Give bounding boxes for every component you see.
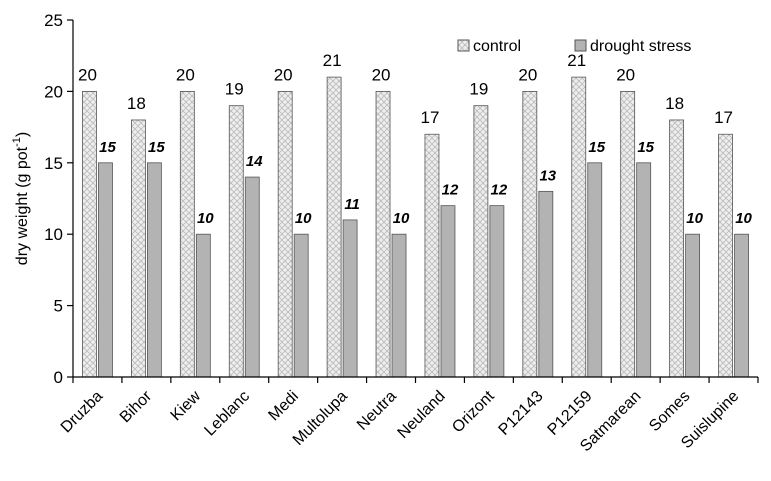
x-category-label: Druzba <box>58 388 107 437</box>
x-category-label: P12143 <box>496 388 547 439</box>
data-label-control: 20 <box>78 65 97 84</box>
bar-control <box>277 91 293 378</box>
legend-swatch-control <box>457 39 470 52</box>
y-axis-title-main: dry weight (g pot <box>14 146 31 265</box>
bar-drought-stress <box>636 162 652 378</box>
value-labels-layer: 20 15 18 15 20 10 19 14 20 10 21 11 20 10 17 12 19 12 20 13… <box>78 51 753 227</box>
bar-control <box>228 105 244 378</box>
bar-control <box>424 133 440 378</box>
x-category-label: Medi <box>265 388 302 425</box>
x-category-label: Leblanc <box>201 388 253 440</box>
legend-label-control: control <box>473 38 521 55</box>
bar-control <box>473 105 489 378</box>
y-tick-label: 0 <box>54 368 63 387</box>
data-label-drought-stress: 10 <box>393 210 410 227</box>
y-tick-label: 5 <box>54 297 63 316</box>
bar-control <box>375 91 391 378</box>
bar-control <box>718 133 733 378</box>
bar-drought-stress <box>244 176 260 378</box>
bar-drought-stress <box>293 233 309 378</box>
bar-control <box>522 91 538 378</box>
x-category-label: Neuland <box>395 388 449 442</box>
y-axis-title-superscript: -1 <box>11 137 23 147</box>
data-label-control: 20 <box>274 65 293 84</box>
bar-drought-stress <box>195 233 211 378</box>
x-category-label: Kiew <box>168 387 205 424</box>
data-label-control: 17 <box>421 108 440 127</box>
bar-control <box>82 91 97 378</box>
data-label-control: 20 <box>372 65 391 84</box>
x-category-label: Somes <box>646 388 693 435</box>
y-ticks: 0 5 10 15 20 25 <box>44 11 73 387</box>
bar-control <box>130 119 146 378</box>
x-category-label: Bihor <box>117 387 156 426</box>
data-label-control: 17 <box>714 108 733 127</box>
bars-layer <box>82 76 749 378</box>
bar-control <box>669 119 685 378</box>
bar-drought-stress <box>685 233 701 378</box>
y-axis-title-close: ) <box>14 132 31 137</box>
y-axis-title: dry weight (g pot-1) <box>11 132 31 265</box>
x-category-label: Orizont <box>449 387 498 436</box>
bar-drought-stress <box>440 205 456 378</box>
data-label-drought-stress: 10 <box>197 210 214 227</box>
data-label-control: 21 <box>323 51 342 70</box>
data-label-drought-stress: 10 <box>686 210 703 227</box>
bar-drought-stress <box>489 205 505 378</box>
data-label-drought-stress: 12 <box>442 182 459 199</box>
legend-swatch-drought-stress <box>574 39 587 52</box>
data-label-drought-stress: 13 <box>539 167 556 184</box>
data-label-control: 19 <box>469 80 488 99</box>
bar-control <box>179 91 195 378</box>
data-label-drought-stress: 15 <box>148 139 165 156</box>
data-label-drought-stress: 10 <box>295 210 312 227</box>
data-label-drought-stress: 12 <box>491 182 508 199</box>
bar-drought-stress <box>342 219 358 378</box>
y-tick-label: 10 <box>44 225 63 244</box>
data-label-control: 19 <box>225 80 244 99</box>
bar-drought-stress <box>98 162 113 378</box>
bar-control <box>326 76 342 378</box>
legend-label-drought-stress: drought stress <box>590 38 691 55</box>
bar-drought-stress <box>391 233 407 378</box>
data-label-drought-stress: 14 <box>246 153 263 170</box>
data-label-drought-stress: 10 <box>735 210 752 227</box>
y-tick-label: 15 <box>44 154 63 173</box>
data-label-drought-stress: 15 <box>637 139 654 156</box>
bar-control <box>571 76 587 378</box>
data-label-control: 20 <box>616 65 635 84</box>
bar-drought-stress <box>734 233 749 378</box>
bar-drought-stress <box>538 190 554 378</box>
bar-drought-stress <box>587 162 603 378</box>
data-label-drought-stress: 11 <box>344 196 360 213</box>
x-category-label: Neutra <box>354 388 400 434</box>
data-label-control: 21 <box>567 51 586 70</box>
data-label-control: 20 <box>176 65 195 84</box>
data-label-control: 20 <box>518 65 537 84</box>
y-tick-label: 20 <box>44 82 63 101</box>
legend: control drought stress <box>457 38 691 55</box>
data-label-control: 18 <box>127 94 146 113</box>
data-label-drought-stress: 15 <box>99 139 116 156</box>
y-tick-label: 25 <box>44 11 63 30</box>
data-label-drought-stress: 15 <box>588 139 605 156</box>
bar-drought-stress <box>146 162 162 378</box>
data-label-control: 18 <box>665 94 684 113</box>
bar-control <box>620 91 636 378</box>
